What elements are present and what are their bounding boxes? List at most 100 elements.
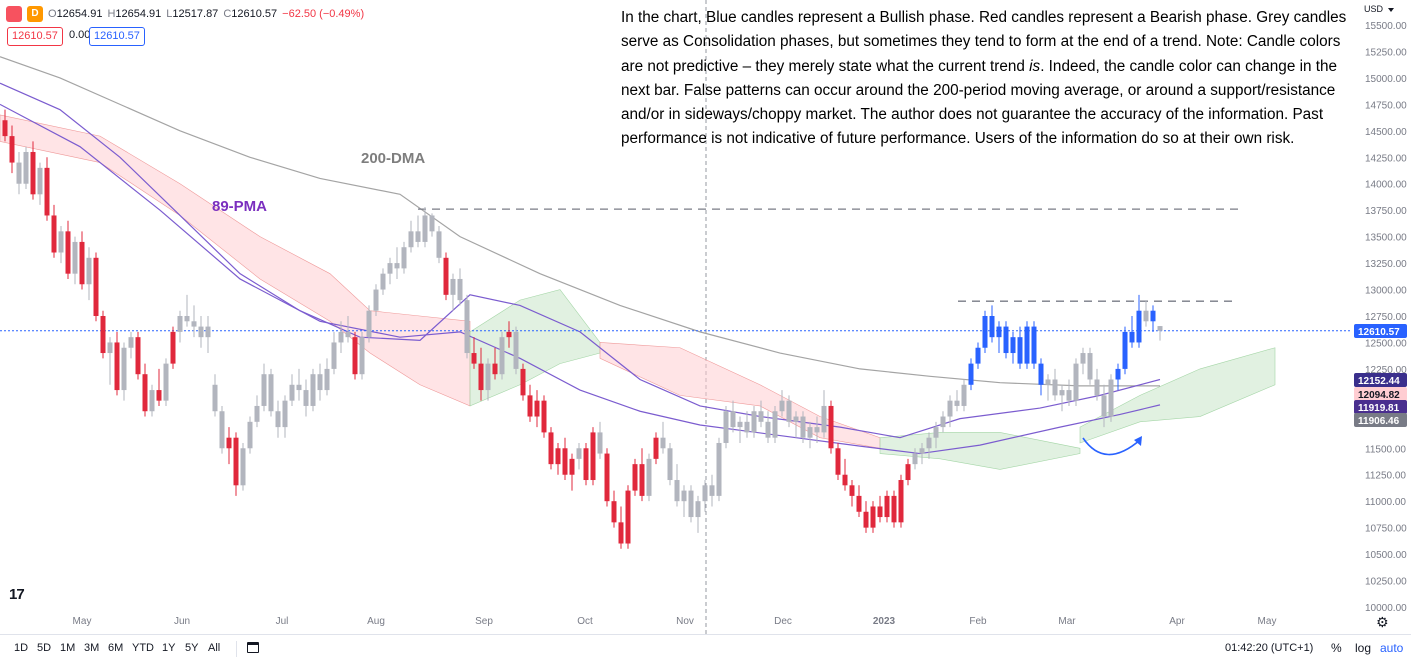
candle-body — [240, 448, 246, 486]
candle-body — [1122, 331, 1128, 369]
candle-body — [807, 427, 813, 438]
note-text-2: . Indeed, the candle color can change in… — [621, 57, 1337, 148]
currency-selector[interactable]: USD — [1364, 4, 1395, 14]
price-chart[interactable]: 200-DMA 89-PMA 10000.00 10250.00 10500.00 107… — [0, 0, 1411, 634]
y-tick-label: 10000.00 — [1365, 603, 1407, 614]
y-tick-label: 12250.00 — [1365, 365, 1407, 376]
candle-body — [891, 495, 897, 523]
candle-body — [296, 384, 302, 391]
candle-body — [520, 368, 526, 396]
candle-body — [436, 231, 442, 258]
auto-scale-toggle[interactable]: auto — [1380, 641, 1404, 655]
candle-body — [688, 490, 694, 518]
delayed-data-icon[interactable]: D — [27, 6, 43, 22]
range-1d-button[interactable]: 1D — [14, 642, 29, 654]
candle-body — [737, 421, 743, 428]
candle-body — [1087, 353, 1093, 380]
x-tick-label: Aug — [367, 616, 385, 627]
candle-body — [961, 384, 967, 406]
range-1m-button[interactable]: 1M — [60, 642, 76, 654]
range-6m-button[interactable]: 6M — [108, 642, 124, 654]
percent-scale-toggle[interactable]: % — [1331, 641, 1342, 655]
candle-body — [681, 490, 687, 502]
candle-body — [289, 384, 295, 401]
candle-body — [492, 363, 498, 375]
candle-body — [996, 326, 1002, 338]
candle-body — [702, 485, 708, 502]
candle-body — [1136, 310, 1142, 343]
candle-body — [1017, 337, 1023, 364]
candle-body — [1143, 310, 1149, 322]
bid-price-box[interactable]: 12610.57 — [7, 27, 63, 46]
candle-body — [548, 432, 554, 465]
annotation-200dma: 200-DMA — [361, 150, 425, 167]
settings-gear-icon[interactable]: ⚙ — [1376, 614, 1389, 630]
candle-body — [597, 432, 603, 454]
x-tick-label: Dec — [774, 616, 792, 627]
candle-body — [513, 331, 519, 369]
sma200-line — [0, 56, 1160, 387]
range-5d-button[interactable]: 5D — [37, 642, 52, 654]
axis-price-label — [1354, 400, 1407, 414]
candle-body — [975, 347, 981, 364]
candle-body — [114, 342, 120, 391]
candle-body — [422, 215, 428, 242]
candle-body — [429, 215, 435, 232]
axis-price-label-text: 11919.81 — [1358, 403, 1400, 414]
range-5y-button[interactable]: 5Y — [185, 642, 199, 654]
range-3m-button[interactable]: 3M — [84, 642, 100, 654]
candle-body — [667, 448, 673, 481]
candle-body — [877, 506, 883, 518]
range-all-button[interactable]: All — [208, 642, 221, 654]
range-1y-button[interactable]: 1Y — [162, 642, 176, 654]
candle-body — [198, 326, 204, 338]
candle-body — [352, 337, 358, 375]
candle-body — [1094, 379, 1100, 396]
candle-body — [44, 167, 50, 216]
cloud-segment — [1079, 347, 1276, 444]
candle-body — [555, 448, 561, 465]
candle-body — [940, 416, 946, 428]
candle-body — [170, 331, 176, 364]
candle-body — [163, 363, 169, 401]
candle-body — [779, 400, 785, 412]
y-tick-label: 10750.00 — [1365, 524, 1407, 535]
x-tick-label: Jul — [276, 616, 289, 627]
ask-price-box[interactable]: 12610.57 — [89, 27, 145, 46]
axis-price-label — [1354, 373, 1407, 387]
x-tick-label: Apr — [1169, 616, 1185, 627]
tradingview-logo[interactable]: 17 — [9, 586, 25, 603]
x-tick-label: May — [1258, 616, 1277, 627]
candle-body — [1108, 379, 1114, 417]
log-scale-toggle[interactable]: log — [1355, 641, 1372, 655]
candle-body — [744, 421, 750, 433]
candle-body — [835, 448, 841, 475]
candle-body — [226, 437, 232, 449]
candle-body — [1024, 326, 1030, 364]
symbol-logo-icon[interactable] — [6, 6, 22, 22]
candle-body — [408, 231, 414, 248]
candle-body — [576, 448, 582, 459]
candle-body — [856, 495, 862, 512]
candle-body — [58, 231, 64, 253]
candle-body — [604, 453, 610, 502]
x-tick-label: Mar — [1058, 616, 1076, 627]
candle-body — [583, 448, 589, 481]
candle-body — [254, 405, 260, 422]
candle-body — [191, 321, 197, 327]
y-tick-label: 13500.00 — [1365, 233, 1407, 244]
candle-body — [646, 458, 652, 496]
axis-price-label — [1354, 324, 1407, 338]
close-value: C12610.57 — [223, 8, 278, 20]
candle-body — [590, 432, 596, 481]
calendar-icon[interactable] — [247, 642, 259, 653]
candle-body — [695, 501, 701, 518]
clock-readout[interactable]: 01:42:20 (UTC+1) — [1225, 642, 1314, 654]
range-ytd-button[interactable]: YTD — [132, 642, 154, 654]
candle-body — [898, 480, 904, 523]
candle-body — [72, 241, 78, 274]
candle-body — [450, 278, 456, 295]
candle-body — [569, 458, 575, 475]
candle-body — [1038, 363, 1044, 385]
candle-body — [16, 162, 22, 184]
